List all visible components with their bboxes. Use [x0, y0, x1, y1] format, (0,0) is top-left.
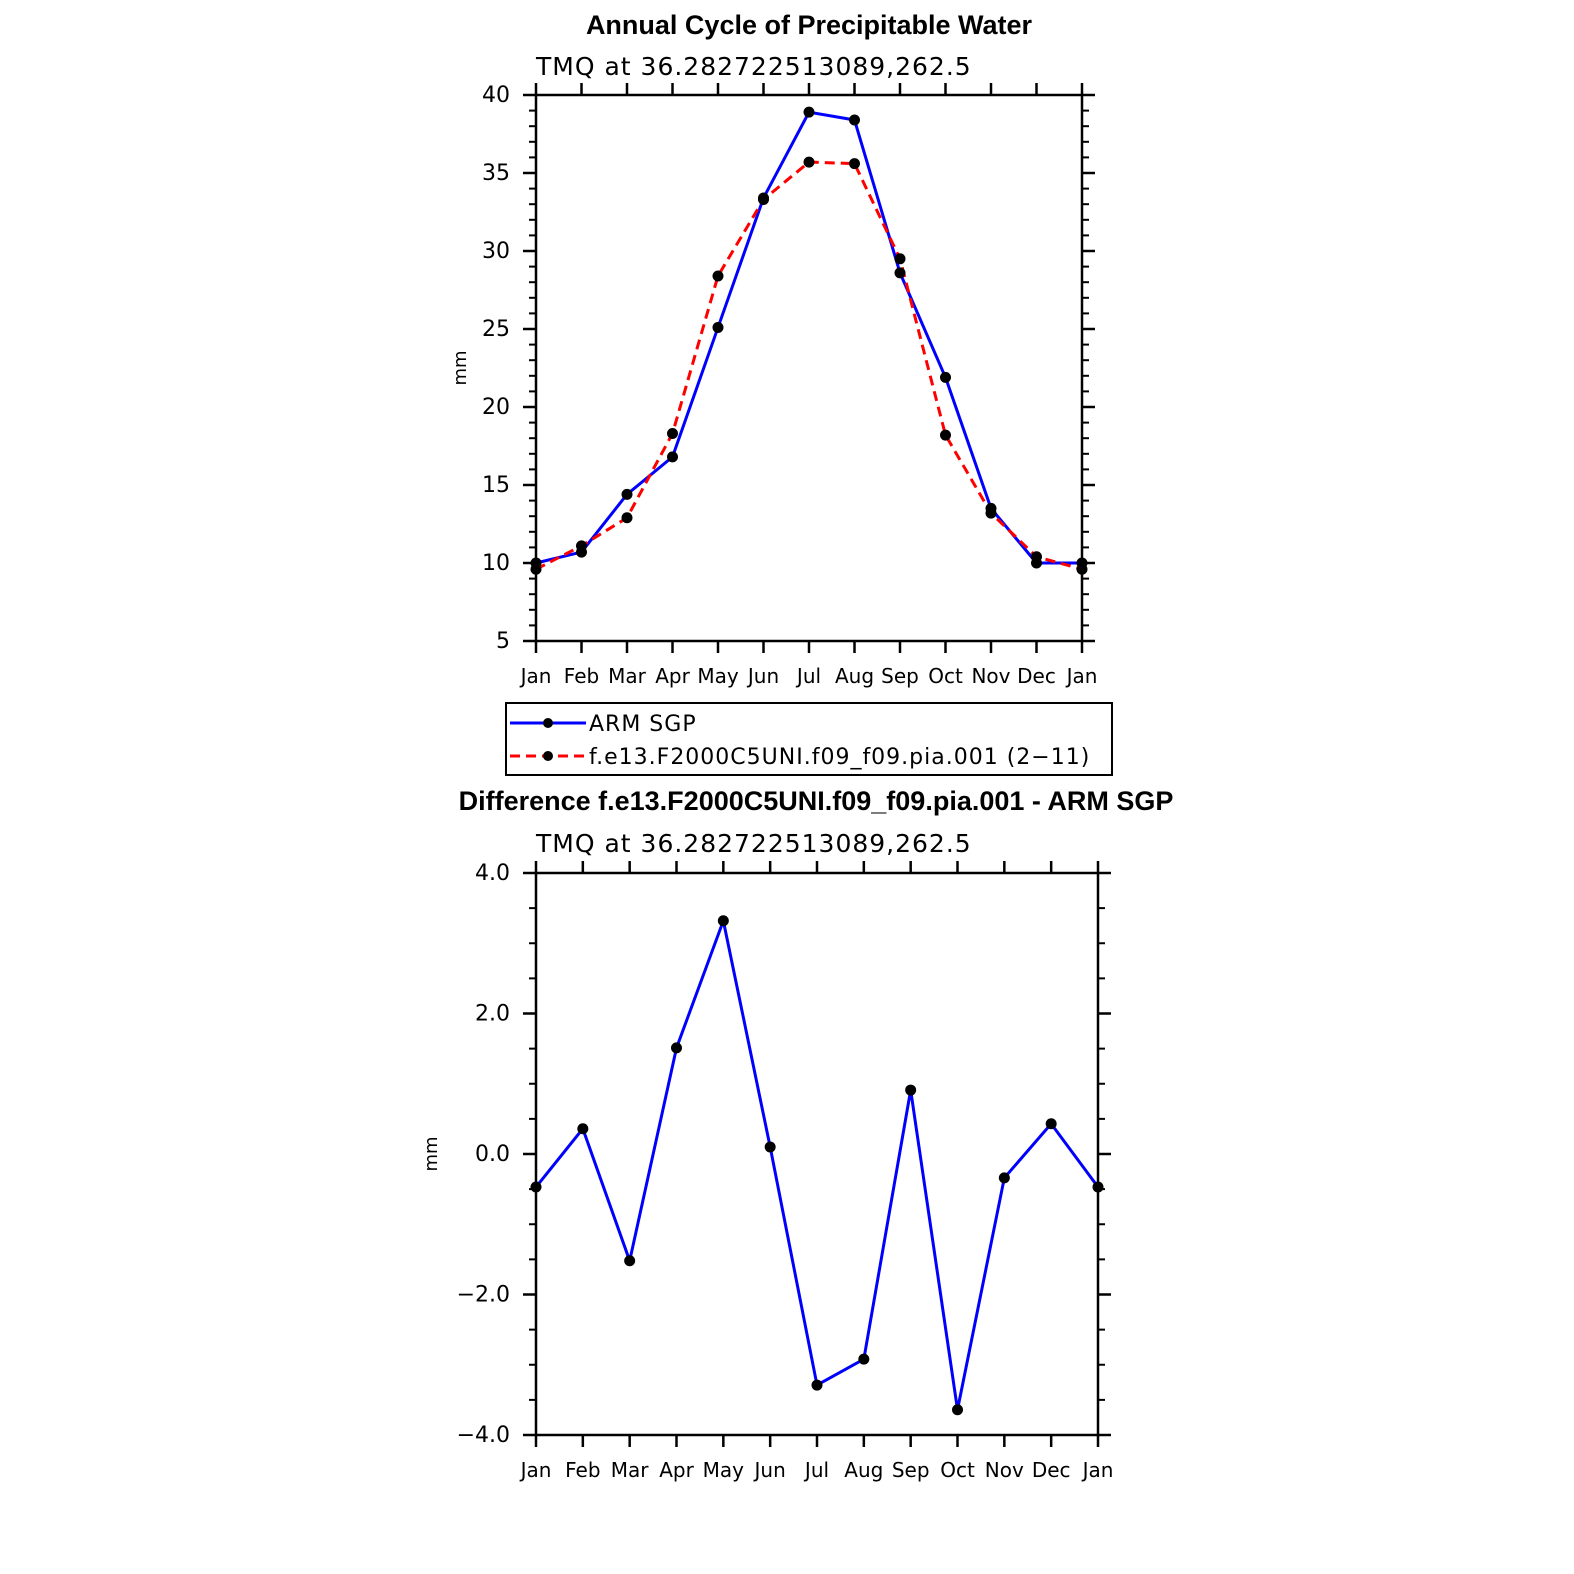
- series-line-0: [534, 915, 1100, 1411]
- x-tick-label: Jun: [746, 664, 779, 688]
- x-tick-label: Feb: [564, 664, 599, 688]
- data-point-0: [577, 1123, 589, 1135]
- x-tick-label: Mar: [608, 664, 647, 688]
- y-axis-label: mm: [450, 350, 471, 385]
- x-tick-label: Jan: [1065, 664, 1098, 688]
- data-point-0: [1092, 1181, 1104, 1193]
- plot-frame: [534, 871, 1100, 1437]
- plot-frame: [534, 93, 1084, 643]
- legend: ARM SGP f.e13.F2000C5UNI.f09_f09.pia.001…: [505, 702, 1113, 776]
- data-point-0: [530, 1181, 542, 1193]
- y-tick-label: 25: [482, 317, 510, 342]
- y-tick-label: 2.0: [475, 1002, 510, 1027]
- data-point-0: [667, 451, 678, 463]
- x-tick-label: Nov: [985, 1458, 1024, 1482]
- data-point-0: [624, 1255, 636, 1267]
- x-tick-label: Jan: [519, 1458, 552, 1482]
- data-point-0: [905, 1084, 917, 1096]
- x-tick-label: May: [697, 664, 739, 688]
- data-point-1: [985, 507, 997, 519]
- x-tick-label: Jun: [753, 1458, 786, 1482]
- chart-subtitle: TMQ at 36.282722513089,262.5: [535, 829, 972, 858]
- legend-box: [505, 702, 1113, 776]
- legend-marker-arm: [543, 718, 553, 728]
- x-tick-label: Oct: [928, 664, 963, 688]
- y-tick-label: 5: [496, 629, 510, 654]
- legend-label-arm: ARM SGP: [589, 712, 697, 737]
- data-point-0: [803, 106, 815, 118]
- y-tick-label: 15: [482, 473, 510, 498]
- y-tick-label: 10: [482, 551, 510, 576]
- x-tick-label: Jul: [803, 1458, 829, 1482]
- legend-label-model: f.e13.F2000C5UNI.f09_f09.pia.001 (2−11): [589, 745, 1090, 770]
- x-tick-label: Sep: [892, 1458, 930, 1482]
- x-tick-label: Nov: [971, 664, 1010, 688]
- data-point-1: [1031, 551, 1042, 563]
- x-tick-label: Dec: [1017, 664, 1056, 688]
- data-point-1: [940, 429, 951, 441]
- y-tick-label: −4.0: [457, 1423, 510, 1448]
- data-point-0: [717, 915, 729, 927]
- data-point-1: [621, 512, 633, 524]
- annual-cycle-chart: Annual Cycle of Precipitable Water TMQ a…: [450, 10, 1097, 688]
- data-point-1: [530, 563, 542, 575]
- data-point-1: [1076, 563, 1088, 575]
- chart-title: Difference f.e13.F2000C5UNI.f09_f09.pia.…: [459, 786, 1174, 816]
- x-tick-label: Aug: [844, 1458, 883, 1482]
- data-point-1: [849, 158, 860, 170]
- data-point-0: [1045, 1118, 1057, 1130]
- x-tick-label: Aug: [835, 664, 874, 688]
- x-tick-label: Feb: [565, 1458, 600, 1482]
- data-point-0: [621, 488, 633, 500]
- difference-chart: Difference f.e13.F2000C5UNI.f09_f09.pia.…: [421, 786, 1173, 1482]
- legend-entry-arm: ARM SGP: [510, 712, 697, 737]
- chart-subtitle: TMQ at 36.282722513089,262.5: [535, 52, 972, 81]
- y-axis-label: mm: [421, 1136, 442, 1171]
- data-point-0: [940, 371, 951, 383]
- y-tick-label: 4.0: [475, 861, 510, 886]
- y-tick-label: 40: [482, 83, 510, 108]
- x-tick-label: Apr: [659, 1458, 694, 1482]
- y-tick-label: −2.0: [457, 1283, 510, 1308]
- y-tick-label: 0.0: [475, 1142, 510, 1167]
- x-tick-label: Dec: [1032, 1458, 1071, 1482]
- data-point-1: [758, 194, 769, 206]
- legend-entry-model: f.e13.F2000C5UNI.f09_f09.pia.001 (2−11): [510, 745, 1090, 770]
- y-tick-label: 20: [482, 395, 510, 420]
- data-point-0: [894, 267, 906, 279]
- data-point-1: [803, 156, 815, 168]
- y-tick-label: 35: [482, 161, 510, 186]
- x-tick-label: May: [703, 1458, 745, 1482]
- data-point-0: [811, 1379, 823, 1391]
- chart-title: Annual Cycle of Precipitable Water: [586, 10, 1033, 40]
- data-point-0: [998, 1172, 1010, 1184]
- data-point-0: [849, 114, 860, 126]
- data-point-0: [712, 321, 724, 333]
- data-point-0: [858, 1353, 870, 1365]
- legend-marker-model: [543, 751, 553, 761]
- x-tick-label: Jan: [1081, 1458, 1114, 1482]
- y-tick-label: 30: [482, 239, 510, 264]
- x-tick-label: Apr: [655, 664, 690, 688]
- data-point-0: [671, 1042, 682, 1054]
- x-tick-label: Jan: [519, 664, 552, 688]
- x-tick-label: Mar: [611, 1458, 650, 1482]
- plot-area: Jan Feb Mar Apr May Jun Jul Aug Sep Oct Nov Dec Jan 5…: [482, 83, 1097, 688]
- data-point-1: [712, 270, 724, 282]
- series-line-0: [535, 110, 1082, 565]
- x-tick-label: Sep: [881, 664, 919, 688]
- x-tick-label: Jul: [795, 664, 821, 688]
- data-point-1: [576, 540, 587, 552]
- data-point-1: [667, 428, 678, 440]
- data-point-0: [764, 1141, 776, 1153]
- data-point-0: [952, 1404, 963, 1416]
- x-tick-label: Oct: [940, 1458, 975, 1482]
- plot-area: Jan Feb Mar Apr May Jun Jul Aug Sep Oct Nov Dec Jan−…: [457, 861, 1114, 1482]
- data-point-1: [894, 253, 906, 265]
